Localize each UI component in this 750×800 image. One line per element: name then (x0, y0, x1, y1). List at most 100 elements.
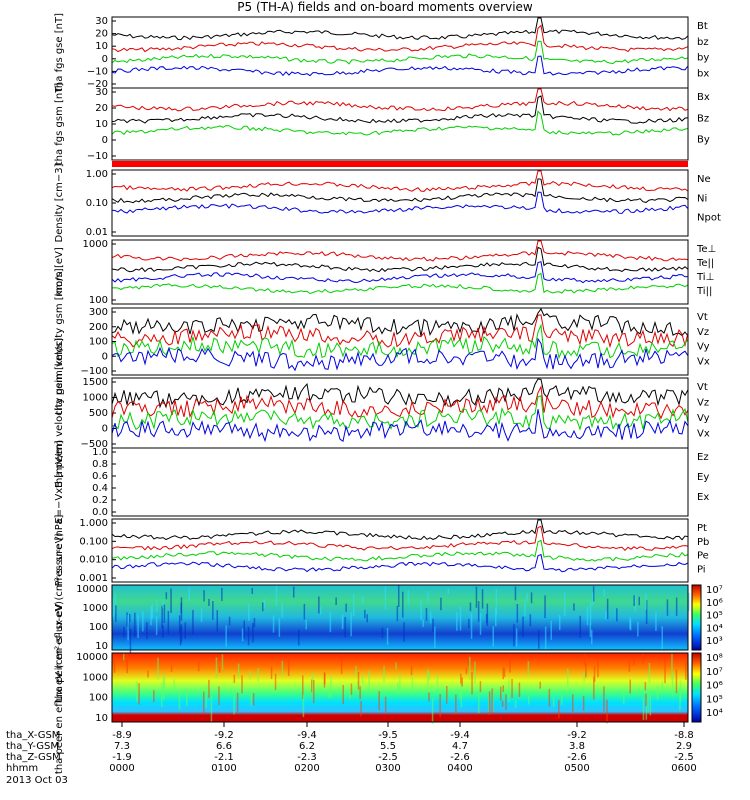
spectrogram-pixel (492, 626, 494, 647)
spectrogram-pixel (671, 673, 673, 680)
spectrogram-pixel (330, 676, 332, 698)
orbit-row-label: tha_X-GSM (6, 730, 60, 741)
spectrogram-pixel (350, 683, 353, 695)
spectrogram-pixel (481, 589, 484, 609)
spectrogram-pixel (558, 700, 560, 719)
spectrogram-pixel (151, 603, 153, 619)
spectrogram-pixel (218, 666, 221, 673)
spectrogram-pixel (147, 670, 149, 678)
spectrogram-pixel (328, 689, 330, 699)
spectrogram-pixel (468, 654, 470, 666)
spectrogram-pixel (311, 673, 314, 692)
spectrogram-pixel (642, 653, 644, 664)
spectrogram-pixel (302, 694, 305, 717)
spectrogram-pixel (548, 688, 551, 707)
spectrogram-pixel (248, 604, 250, 621)
ytick-label: −10 (87, 66, 108, 77)
spectrogram-pixel (425, 608, 428, 621)
date-label: 2013 Oct 03 (6, 775, 68, 786)
orbit-value: -2.6 (567, 752, 587, 763)
ytick-label: 0 (102, 424, 108, 435)
spectrogram-pixel (427, 669, 429, 691)
legend-Pi: Pi (697, 564, 706, 575)
ylabel: tha peim velocity gsm [km/s] (54, 268, 65, 415)
spectrogram-pixel (446, 686, 448, 704)
ytick-label: 10000 (76, 652, 108, 663)
ylabel: mom [eV] (54, 247, 65, 297)
ytick-label: −500 (81, 439, 108, 450)
spectrogram-pixel (212, 601, 214, 620)
panel-frame (111, 239, 689, 305)
spectrogram-pixel (281, 660, 284, 676)
spectrogram-pixel (661, 626, 663, 651)
colorbar-label: 10⁴ (706, 708, 723, 719)
spectrogram-pixel (564, 592, 566, 616)
spectrogram-pixel (342, 685, 344, 705)
series-line-Vx (111, 337, 689, 372)
spectrogram-pixel (633, 657, 635, 665)
orbit-value: -9.5 (378, 730, 398, 741)
spectrogram-pixel (645, 693, 647, 707)
spectrogram-pixel (515, 628, 518, 647)
panel-frame (111, 447, 689, 517)
legend-Te⊥: Te⊥ (696, 244, 716, 255)
orbit-value: -9.2 (567, 730, 587, 741)
spectrogram-pixel (157, 657, 159, 680)
spectrogram-pixel (471, 672, 473, 695)
spectrogram-pixel (153, 690, 155, 703)
ytick-label: 20 (95, 29, 108, 40)
orbit-value: 0100 (211, 763, 236, 774)
series-line-Bz (111, 95, 689, 124)
plot-title: P5 (TH-A) fields and on-board moments ov… (237, 0, 533, 14)
spectrogram-pixel (427, 591, 429, 604)
spectrogram-pixel (593, 665, 596, 682)
legend-Ti||: Ti|| (696, 286, 712, 297)
series-line-Bt (111, 17, 689, 41)
ytick-label: 100 (89, 295, 108, 306)
series-line-Npot (111, 191, 689, 214)
spectrogram-pixel (502, 685, 504, 692)
orbit-value: 0600 (671, 763, 696, 774)
spectrogram-pixel (589, 623, 592, 637)
ytick-label: 0.2 (92, 495, 108, 506)
legend-Pb: Pb (697, 537, 709, 548)
spectrogram-pixel (460, 684, 463, 707)
ytick-label: −20 (87, 79, 108, 90)
legend-Ni: Ni (697, 193, 707, 204)
orbit-row-label: hhmm (6, 763, 38, 774)
orbit-value: -9.2 (214, 730, 234, 741)
legend-by: by (697, 53, 709, 64)
spectrogram-pixel (402, 591, 404, 618)
spectrogram-pixel (126, 653, 128, 674)
spectrogram-pixel (344, 617, 346, 638)
spectrogram-pixel (249, 670, 251, 680)
spectrogram-pixel (638, 596, 640, 606)
spectrogram-pixel (675, 669, 678, 694)
spectrogram-pixel (469, 656, 471, 680)
spectrogram-pixel (364, 609, 366, 619)
series-line-Bx (111, 88, 689, 112)
legend-Vx: Vx (697, 356, 710, 367)
spectrogram-pixel (114, 592, 116, 615)
spectrogram-pixel (263, 598, 265, 609)
spectrogram-pixel (355, 666, 357, 677)
orbit-value: 0000 (109, 763, 134, 774)
spectrogram-pixel (298, 629, 300, 646)
spectrogram-pixel (495, 608, 497, 627)
series-line-Vx (111, 409, 689, 443)
spectrogram-pixel (428, 692, 430, 702)
spectrogram-pixel (491, 688, 493, 714)
ytick-label: 0.4 (92, 483, 108, 494)
legend-Pe: Pe (697, 551, 709, 562)
spectrogram-pixel (649, 691, 652, 716)
spectrogram-pixel (180, 624, 183, 643)
spectrogram-pixel (165, 592, 168, 600)
series-line-Te⊥ (111, 240, 689, 262)
spectrogram-pixel (629, 679, 631, 694)
ytick-label: 1.0 (92, 447, 108, 458)
spectrogram-pixel (205, 685, 207, 708)
legend-Vy: Vy (697, 342, 710, 353)
spectrogram-pixel (115, 605, 117, 622)
